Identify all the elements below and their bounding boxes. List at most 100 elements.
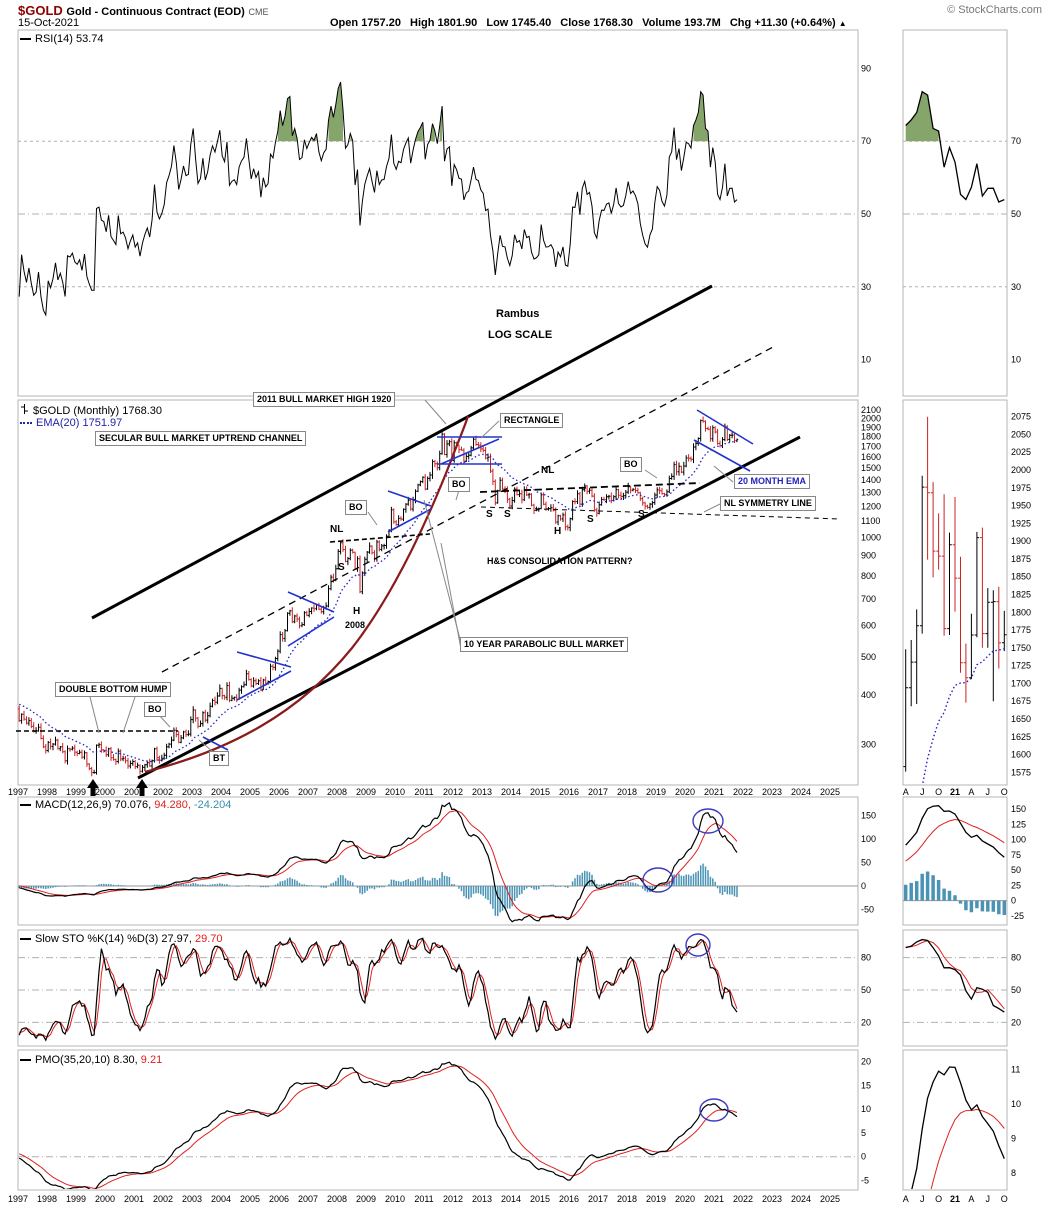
annotation-bo-2002: BO	[144, 702, 166, 717]
pmo-series	[18, 1061, 738, 1189]
svg-text:1600: 1600	[1011, 750, 1031, 760]
mini-sto-series	[905, 938, 1005, 1013]
svg-text:1500: 1500	[861, 463, 881, 473]
price-legend-close: 1768.30	[122, 404, 163, 417]
svg-text:1000: 1000	[861, 533, 881, 543]
svg-text:O: O	[935, 1194, 942, 1204]
svg-text:2014: 2014	[501, 1194, 521, 1204]
svg-text:2016: 2016	[559, 1194, 579, 1204]
svg-text:300: 300	[861, 740, 876, 750]
label-s-hs-2: S	[504, 509, 511, 520]
pmo-legend-label: PMO(35,20,10)	[35, 1054, 111, 1066]
svg-text:-50: -50	[861, 905, 874, 915]
svg-text:2020: 2020	[675, 787, 695, 797]
svg-text:A: A	[903, 787, 909, 797]
change-value: +11.30 (+0.64%)	[754, 17, 836, 29]
annotation-double-bottom: DOUBLE BOTTOM HUMP	[55, 682, 172, 697]
close-label: Close	[560, 17, 591, 29]
quote-line: Open 1757.20 High 1801.90 Low 1745.40 Cl…	[330, 17, 847, 29]
svg-text:1800: 1800	[1011, 607, 1031, 617]
label-nl-hs: NL	[541, 465, 555, 476]
axis-labels: 9070503010210020001900180017001600150014…	[8, 63, 1031, 1204]
svg-text:8: 8	[1011, 1168, 1016, 1178]
mini-pmo-series	[911, 1066, 1005, 1189]
pmo-value-2: 9.21	[140, 1054, 163, 1066]
svg-text:500: 500	[861, 652, 876, 662]
svg-text:2014: 2014	[501, 787, 521, 797]
svg-text:2023: 2023	[762, 1194, 782, 1204]
close-value: 1768.30	[593, 17, 634, 29]
ema-legend-label: EMA(20)	[36, 417, 80, 429]
svg-text:2018: 2018	[617, 787, 637, 797]
svg-text:2013: 2013	[472, 1194, 492, 1204]
pmo-line-sample-icon	[20, 1059, 31, 1062]
svg-text:0: 0	[861, 881, 866, 891]
svg-text:10: 10	[861, 1104, 871, 1114]
annotation-bo-2012: BO	[448, 477, 470, 492]
svg-text:2002: 2002	[153, 787, 173, 797]
sto-legend: Slow STO %K(14) %D(3) 27.97, 29.70	[20, 933, 223, 946]
svg-text:150: 150	[1011, 804, 1026, 814]
svg-text:1300: 1300	[861, 488, 881, 498]
svg-text:2021: 2021	[704, 1194, 724, 1204]
svg-text:50: 50	[861, 858, 871, 868]
mini-macd-series	[903, 805, 1007, 915]
svg-text:125: 125	[1011, 819, 1026, 829]
svg-text:1775: 1775	[1011, 625, 1031, 635]
svg-text:2019: 2019	[646, 1194, 666, 1204]
panel-borders	[17, 29, 1008, 1191]
svg-text:2011: 2011	[414, 1194, 433, 1204]
svg-text:80: 80	[861, 953, 871, 963]
annotation-bo-2009: BO	[345, 500, 367, 515]
open-value: 1757.20	[361, 17, 401, 29]
svg-text:A: A	[968, 1194, 974, 1204]
svg-text:1400: 1400	[861, 475, 881, 485]
svg-text:2004: 2004	[211, 787, 231, 797]
annotation-rectangle: RECTANGLE	[500, 413, 564, 428]
svg-text:1800: 1800	[861, 432, 881, 442]
svg-text:1998: 1998	[37, 787, 57, 797]
svg-text:-25: -25	[1011, 911, 1024, 921]
svg-text:2025: 2025	[1011, 447, 1031, 457]
low-label: Low	[486, 17, 509, 29]
rsi-legend-value: 53.74	[75, 33, 104, 45]
svg-text:1998: 1998	[37, 1194, 57, 1204]
svg-text:15: 15	[861, 1080, 871, 1090]
svg-text:2025: 2025	[820, 1194, 840, 1204]
annotation-secular-channel: SECULAR BULL MARKET UPTREND CHANNEL	[95, 431, 307, 446]
svg-text:20: 20	[1011, 1017, 1021, 1027]
sto-series	[18, 936, 738, 1042]
volume-label: Volume	[642, 17, 682, 29]
macd-value-3: -24.204	[194, 799, 232, 811]
svg-text:2001: 2001	[124, 1194, 144, 1204]
svg-text:2025: 2025	[820, 787, 840, 797]
svg-text:2005: 2005	[240, 1194, 260, 1204]
svg-text:1975: 1975	[1011, 483, 1031, 493]
svg-text:-5: -5	[861, 1176, 869, 1186]
rsi-line-sample-icon	[20, 38, 31, 41]
annotation-bt: BT	[209, 751, 229, 766]
svg-text:30: 30	[861, 282, 871, 292]
low-value: 1745.40	[511, 17, 552, 29]
svg-text:1999: 1999	[66, 1194, 86, 1204]
svg-text:9: 9	[1011, 1133, 1016, 1143]
svg-text:700: 700	[861, 594, 876, 604]
svg-text:2000: 2000	[95, 1194, 115, 1204]
annotation-overlay	[16, 284, 841, 1122]
svg-text:1700: 1700	[1011, 678, 1031, 688]
svg-text:J: J	[986, 787, 991, 797]
svg-text:1725: 1725	[1011, 661, 1031, 671]
high-value: 1801.90	[437, 17, 478, 29]
ema-legend-value: 1751.97	[82, 417, 123, 429]
svg-text:2010: 2010	[385, 787, 405, 797]
svg-text:1700: 1700	[861, 441, 881, 451]
annotation-parabolic: 10 YEAR PARABOLIC BULL MARKET	[460, 637, 629, 652]
label-s-hs-3: S	[587, 514, 594, 525]
label-nl-2008: NL	[330, 524, 344, 535]
svg-text:J: J	[920, 787, 925, 797]
svg-text:400: 400	[861, 690, 876, 700]
annotation-20-month-ema: 20 MONTH EMA	[734, 474, 811, 489]
label-rambus: Rambus	[496, 308, 540, 320]
price-legend-symbol: $GOLD (Monthly)	[33, 404, 120, 417]
